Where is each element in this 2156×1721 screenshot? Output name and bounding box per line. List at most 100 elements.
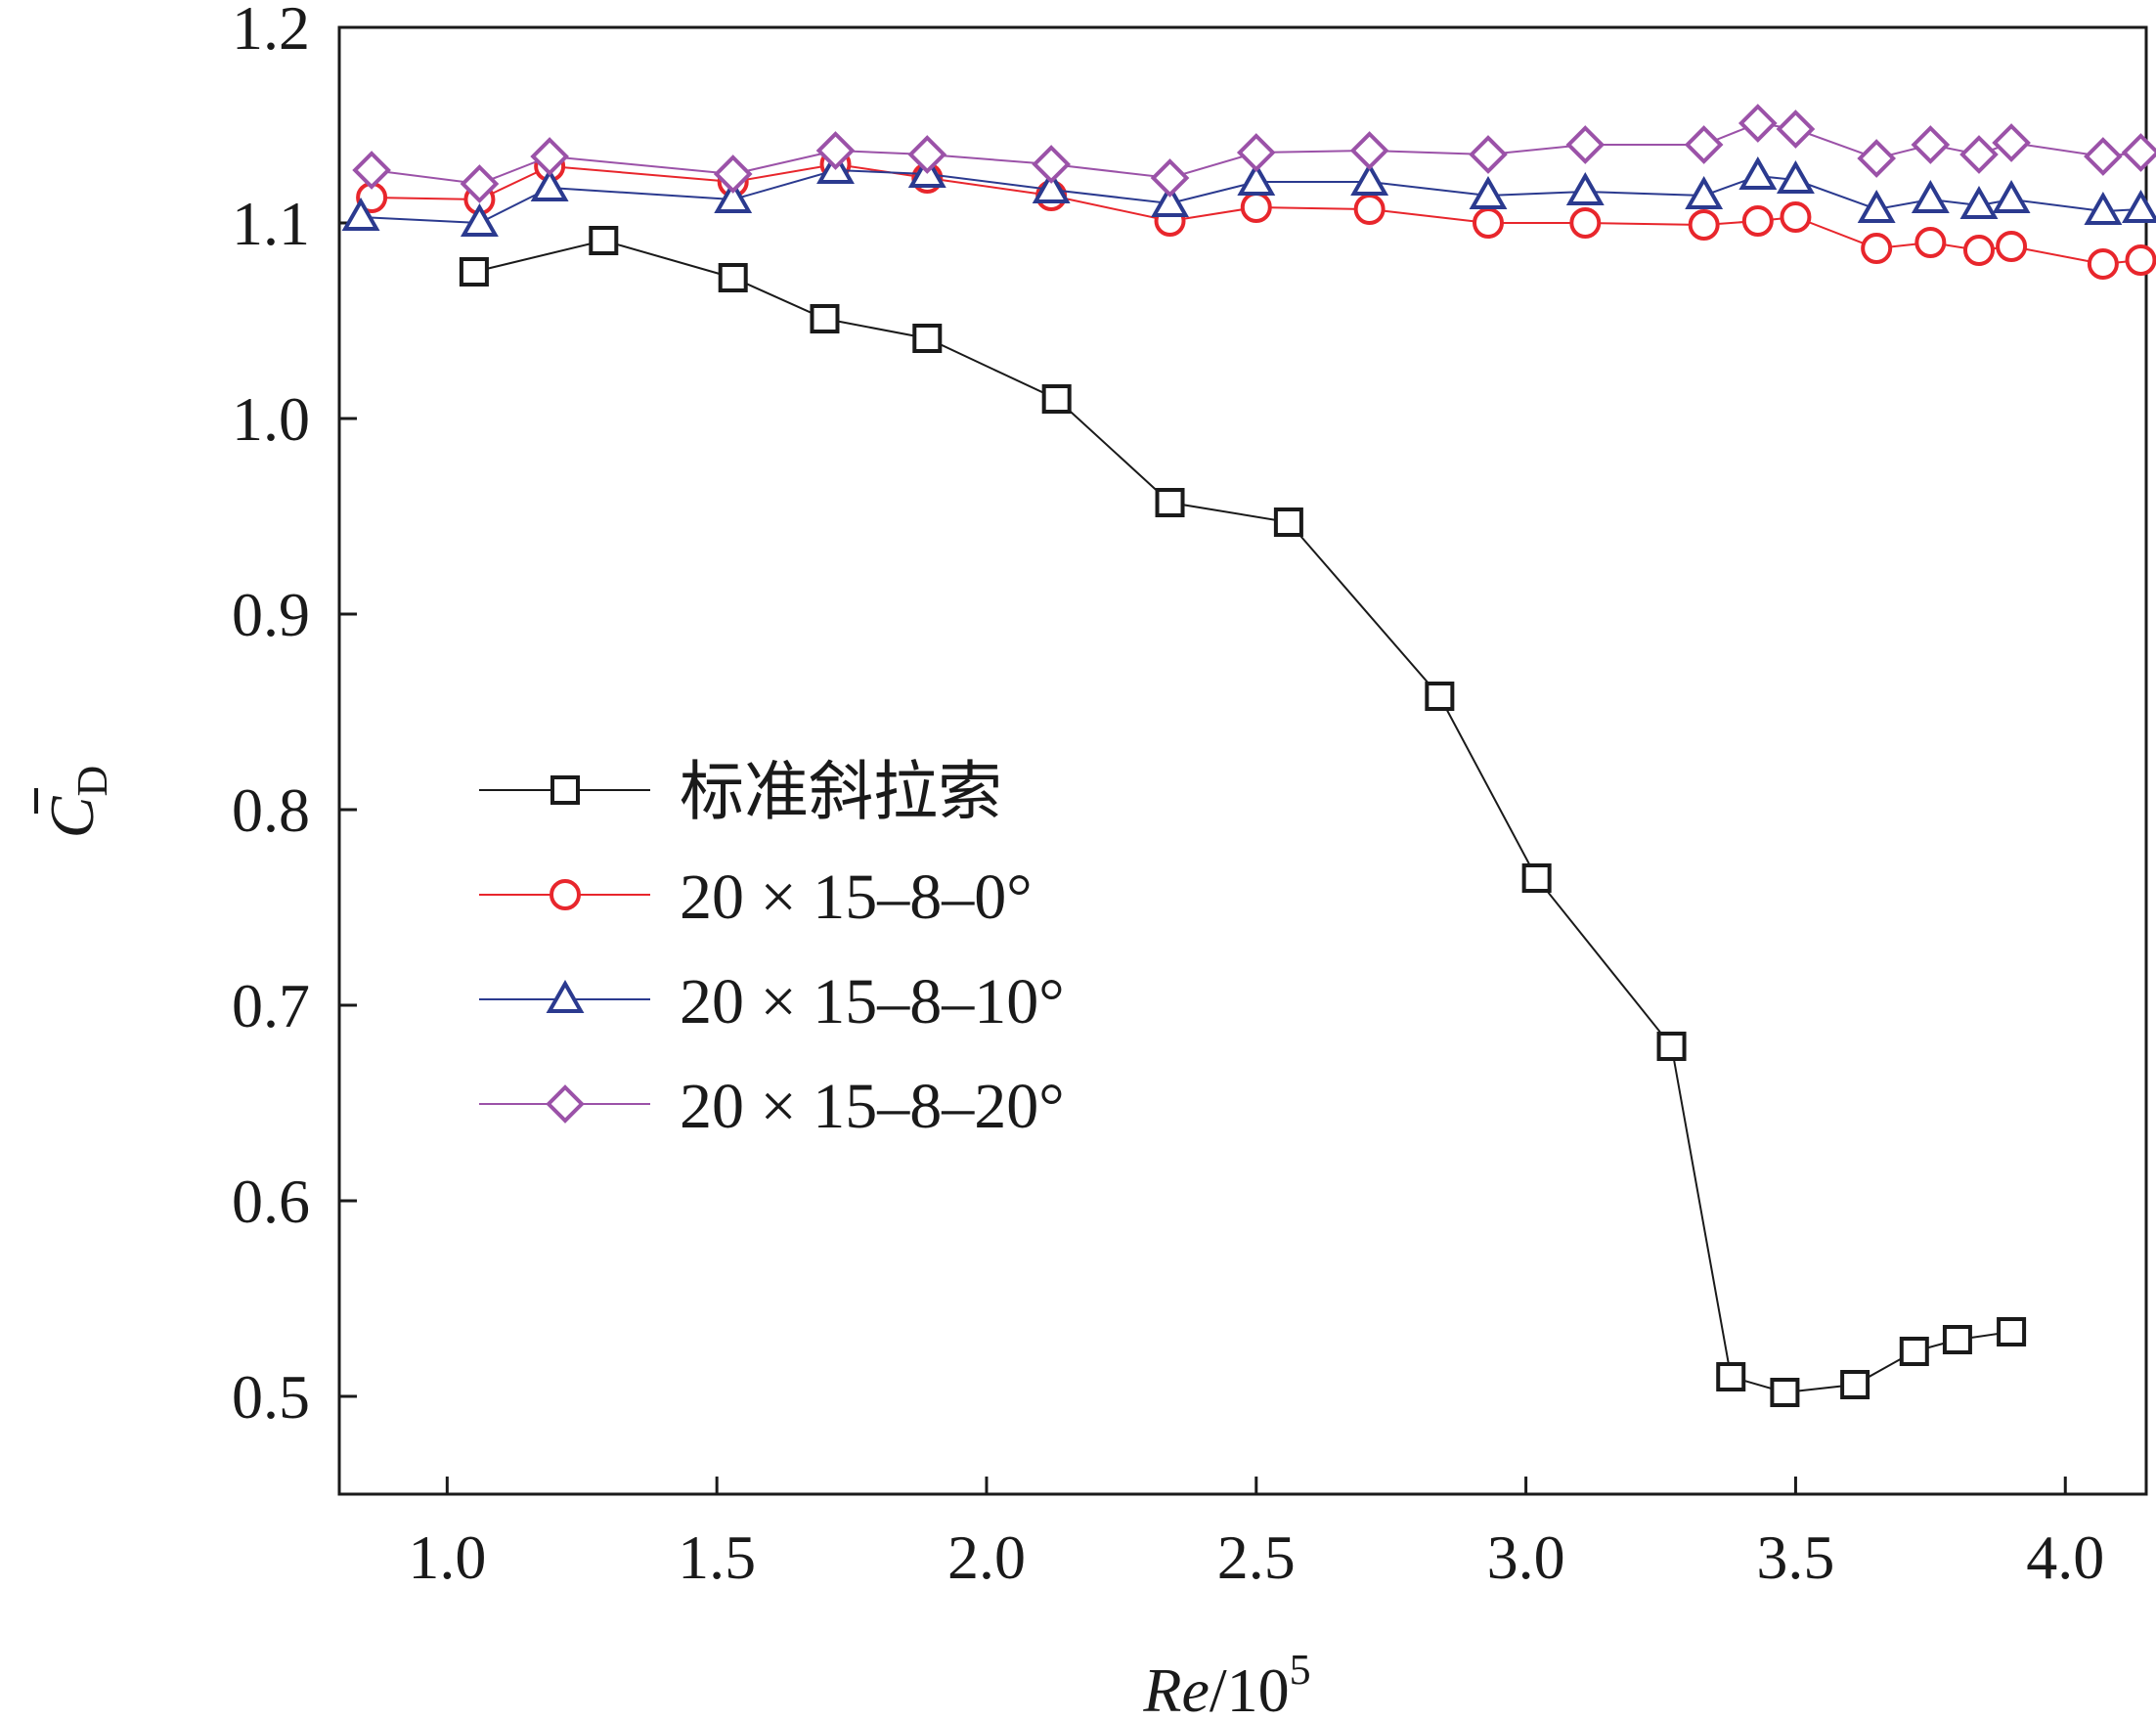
series-3	[352, 104, 2156, 203]
data-point	[2087, 248, 2119, 280]
data-point	[1911, 179, 1950, 213]
x-axis-title-sup: 5	[1290, 1646, 1311, 1694]
data-point	[1684, 125, 1724, 164]
legend-label: 20 × 15–8–0°	[680, 861, 1033, 933]
legend-label: 20 × 15–8–10°	[680, 966, 1065, 1037]
legend-marker	[550, 775, 580, 805]
data-point	[713, 154, 753, 194]
data-point	[1840, 1370, 1870, 1399]
x-tick-label: 2.0	[947, 1522, 1026, 1592]
data-point	[1776, 110, 1816, 149]
series-2	[341, 150, 2156, 237]
legend-item-1: 20 × 15–8–0°	[479, 861, 1033, 933]
legend-label: 标准斜拉索	[680, 757, 1002, 828]
data-point	[1942, 1325, 1972, 1354]
plot-frame	[337, 25, 2148, 1496]
y-tick-label: 0.6	[232, 1167, 310, 1236]
data-point	[1565, 125, 1606, 164]
data-point	[1770, 1378, 1800, 1407]
x-tick-label: 1.0	[408, 1522, 486, 1592]
data-point	[1236, 133, 1276, 172]
data-point	[1350, 161, 1389, 196]
data-point	[530, 137, 569, 176]
data-point	[907, 135, 947, 174]
data-point	[1996, 231, 2028, 262]
y-axis-title-sub: D	[68, 766, 116, 797]
data-point	[1273, 507, 1303, 537]
legend-marker	[550, 879, 581, 910]
data-point	[718, 263, 748, 292]
data-point	[1992, 123, 2031, 162]
legend: 标准斜拉索 20 × 15–8–0° 20 × 15–8–10° 20 × 15–8–…	[479, 757, 1065, 1142]
y-axis-title-main: C	[37, 795, 107, 838]
data-point	[810, 304, 840, 333]
data-point	[2125, 244, 2156, 276]
data-point	[1992, 179, 2031, 213]
data-point	[1569, 207, 1602, 239]
data-point	[1349, 131, 1389, 170]
series-1	[356, 149, 2156, 280]
data-point	[352, 151, 391, 190]
data-point	[1911, 125, 1951, 164]
y-tick-label: 1.0	[232, 384, 310, 454]
data-point	[460, 202, 499, 237]
data-point	[530, 167, 569, 201]
data-point	[1738, 104, 1778, 143]
y-tick-label: 1.2	[232, 0, 310, 63]
svg-text:CD: CD	[37, 766, 116, 838]
data-point	[460, 164, 500, 203]
y-tick-label: 1.1	[232, 189, 310, 258]
data-point	[2122, 189, 2156, 223]
series-0	[459, 226, 2027, 1407]
data-point	[815, 131, 856, 170]
data-point	[1565, 171, 1605, 205]
data-point	[1469, 175, 1508, 209]
legend-marker	[546, 979, 585, 1013]
data-point	[1959, 135, 1999, 174]
data-point	[341, 197, 380, 231]
x-tick-label: 3.5	[1756, 1522, 1834, 1592]
data-point	[1997, 1317, 2027, 1346]
y-axis-title: CD	[34, 766, 116, 838]
data-point	[1656, 1032, 1687, 1061]
data-point	[1469, 135, 1508, 174]
data-point	[1032, 169, 1071, 203]
legend-label: 20 × 15–8–20°	[680, 1071, 1065, 1142]
data-point	[1741, 205, 1774, 237]
data-point	[1962, 235, 1995, 266]
data-point	[1150, 158, 1190, 198]
data-point	[1914, 227, 1947, 258]
data-point	[912, 324, 943, 353]
data-point	[1240, 192, 1272, 223]
data-point	[1237, 161, 1276, 196]
data-point	[1151, 183, 1189, 217]
tick-layer: 1.0 1.5 2.0 2.5 3.0 3.5 4.0 0.5 0.6 0.7 0.8 0.9 1.0 1…	[232, 0, 2104, 1592]
y-tick-label: 0.7	[232, 971, 310, 1040]
data-point	[589, 226, 619, 255]
x-axis-title: Re/105	[1142, 1646, 1310, 1716]
x-tick-label: 2.5	[1217, 1522, 1296, 1592]
data-point	[1155, 488, 1185, 517]
data-point	[1959, 185, 1999, 219]
data-point	[1776, 159, 1815, 194]
data-point	[1032, 145, 1071, 184]
y-tick-label: 0.8	[232, 775, 310, 845]
data-point	[2084, 137, 2123, 176]
x-axis-title-italic: Re	[1142, 1655, 1210, 1716]
data-point	[1857, 189, 1896, 223]
series-layer	[341, 104, 2156, 1407]
data-point	[459, 257, 489, 287]
data-point	[1899, 1337, 1929, 1366]
legend-item-0: 标准斜拉索	[479, 757, 1002, 828]
data-point	[2084, 191, 2123, 225]
data-point	[1716, 1362, 1746, 1391]
y-tick-label: 0.9	[232, 580, 310, 649]
x-tick-label: 1.5	[678, 1522, 756, 1592]
data-point	[1425, 682, 1455, 711]
x-axis-title-rest: /10	[1210, 1655, 1290, 1716]
data-point	[1041, 384, 1072, 414]
data-point	[1353, 194, 1386, 225]
x-tick-label: 4.0	[2026, 1522, 2104, 1592]
